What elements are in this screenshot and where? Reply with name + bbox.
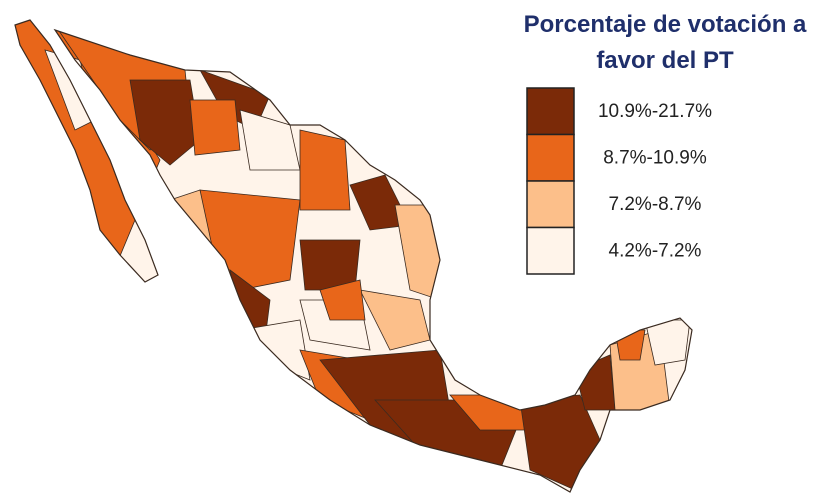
region: [239, 109, 301, 171]
legend-label: 4.2%-7.2%: [609, 241, 702, 262]
region: [299, 129, 351, 211]
region: [129, 79, 201, 166]
legend-swatch: [526, 180, 575, 229]
map: [14, 19, 693, 493]
map-outline: [14, 19, 693, 493]
legend: Porcentaje de votación a favor del PT 10…: [524, 11, 807, 275]
legend-label: 10.9%-21.7%: [598, 101, 712, 122]
legend-swatch: [526, 133, 575, 182]
legend-label: 7.2%-8.7%: [609, 194, 702, 215]
map-regions: [15, 20, 692, 492]
region: [319, 279, 366, 321]
region: [189, 99, 241, 156]
legend-swatch: [526, 226, 575, 275]
region: [239, 319, 311, 381]
legend-title: Porcentaje de votación a: [524, 11, 807, 38]
legend-swatch: [526, 87, 575, 136]
region: [199, 189, 301, 291]
legend-label: 8.7%-10.9%: [603, 148, 707, 169]
legend-title: favor del PT: [596, 47, 734, 74]
